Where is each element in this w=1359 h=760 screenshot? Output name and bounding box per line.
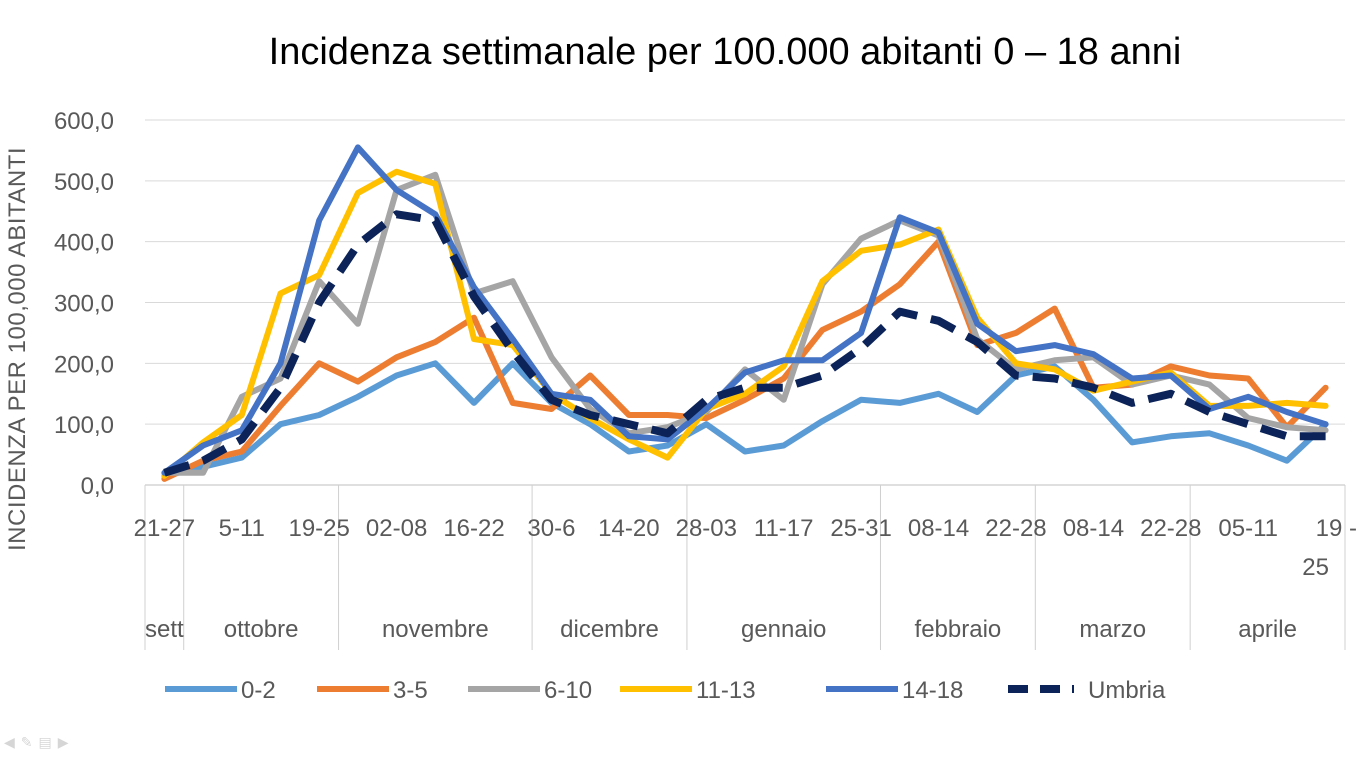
month-label-aprile: aprile [1238,616,1297,643]
x-tick-label: 16-22 [443,515,504,542]
y-tick-label: 600,0 [54,108,114,135]
month-label-marzo: marzo [1079,616,1146,643]
x-axis-month-labels: sett ottobre novembre dicembre gennaio febbra… [145,616,1297,643]
x-tick-label: 08-14 [908,515,969,542]
series-line-3-5 [161,238,1329,482]
legend-label-11-13: 11-13 [696,677,756,704]
y-tick-label: 100,0 [54,412,114,439]
chart-title: Incidenza settimanale per 100.000 abitan… [269,31,1182,73]
x-tick-label: 11-17 [754,515,814,542]
legend-label-6-10: 6-10 [544,677,592,704]
month-label-gennaio: gennaio [741,616,826,643]
x-tick-label: 22-28 [1140,515,1201,542]
series-line-6-10 [161,171,1329,476]
x-tick-label: 28-03 [676,515,737,542]
month-label-sett: sett [145,616,184,643]
x-tick-label: 25-31 [830,515,891,542]
y-axis-label: INCIDENZA PER 100,000 ABITANTI [4,147,31,551]
legend-label-0-2: 0-2 [241,677,276,704]
y-axis-ticks: 0,0 100,0 200,0 300,0 400,0 500,0 600,0 [54,108,114,500]
x-tick-label: 02-08 [366,515,427,542]
x-tick-label: 19-25 [288,515,349,542]
x-tick-label: 19 -25 [1302,515,1357,581]
legend-label-14-18: 14-18 [902,677,963,704]
x-tick-label: 30-6 [527,515,575,542]
x-tick-label: 21-27 [134,515,195,542]
y-tick-label: 200,0 [54,351,114,378]
plot-area [161,144,1329,482]
series-line-0-2 [161,360,1329,479]
series-line-11-13 [161,168,1329,479]
month-label-novembre: novembre [382,616,489,643]
month-label-dicembre: dicembre [560,616,659,643]
legend-label-3-5: 3-5 [393,677,428,704]
grid-lines [144,119,1346,650]
legend: 0-2 3-5 6-10 11-13 14-18 Umbria [165,677,1166,704]
month-label-febbraio: febbraio [915,616,1002,643]
legend-label-Umbria: Umbria [1088,677,1166,704]
series-line-Umbria [163,210,1326,477]
month-label-ottobre: ottobre [224,616,299,643]
x-tick-label: 14-20 [598,515,659,542]
y-tick-label: 300,0 [54,291,114,318]
x-tick-label: 05-11 [1218,515,1278,542]
x-tick-label: 22-28 [985,515,1046,542]
x-axis-category-labels: 21-27 5-11 19-25 02-08 16-22 30-6 14-20 28-03 11… [134,515,1357,581]
y-tick-label: 500,0 [54,169,114,196]
presentation-controls-icon[interactable]: ◀✎▤▶ [4,734,75,750]
x-tick-label: 08-14 [1063,515,1124,542]
y-tick-label: 0,0 [81,473,114,500]
x-tick-label: 5-11 [219,515,265,542]
series-line-14-18 [161,144,1329,476]
y-tick-label: 400,0 [54,230,114,257]
